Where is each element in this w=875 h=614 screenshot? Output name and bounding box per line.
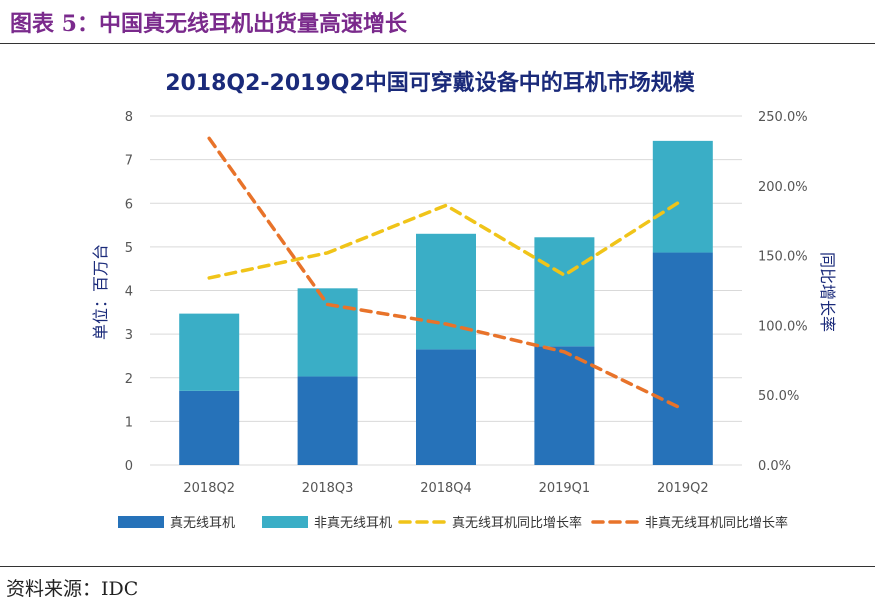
x-tick-label: 2018Q3	[302, 481, 354, 496]
right-tick-label: 100.0%	[758, 319, 808, 334]
right-tick-label: 150.0%	[758, 250, 808, 265]
left-axis-ticks: 0 1 2 3 4 5 6 7 8	[125, 110, 133, 474]
right-tick-label: 50.0%	[758, 389, 799, 404]
right-tick-label: 250.0%	[758, 110, 808, 125]
line-series	[207, 136, 685, 411]
bar	[297, 376, 358, 465]
left-tick-label: 5	[125, 241, 133, 256]
x-tick-label: 2019Q1	[539, 481, 591, 496]
left-tick-label: 0	[125, 459, 133, 474]
x-tick-label: 2019Q2	[657, 481, 709, 496]
left-tick-label: 8	[125, 110, 133, 125]
bar	[534, 346, 595, 465]
bar	[297, 288, 358, 377]
chart: 2018Q2-2019Q2中国可穿戴设备中的耳机市场规模 0 1 2 3 4 5 6 7 8 0…	[91, 70, 837, 531]
left-tick-label: 1	[125, 415, 133, 430]
bar	[534, 237, 595, 347]
bottom-rule	[0, 566, 875, 567]
x-tick-label: 2018Q2	[183, 481, 235, 496]
left-tick-label: 2	[125, 372, 133, 387]
left-tick-label: 3	[125, 328, 133, 343]
legend-label: 非真无线耳机	[314, 516, 392, 531]
bar	[416, 349, 476, 465]
left-tick-label: 7	[125, 154, 133, 169]
gridlines	[150, 115, 742, 466]
left-axis-label: 单位：百万台	[91, 244, 110, 340]
legend-swatch	[262, 516, 308, 528]
source-note: 资料来源：IDC	[6, 578, 139, 600]
legend-label: 真无线耳机同比增长率	[452, 515, 582, 531]
series-line	[207, 198, 685, 280]
bar	[652, 140, 713, 253]
figure-title: 图表 5：中国真无线耳机出货量高速增长	[10, 11, 407, 37]
bar	[179, 313, 240, 391]
chart-title: 2018Q2-2019Q2中国可穿戴设备中的耳机市场规模	[165, 70, 696, 96]
top-rule	[0, 43, 875, 44]
bar	[179, 390, 240, 465]
bar-series	[179, 140, 713, 465]
series-line	[207, 136, 685, 411]
x-axis-ticks: 2018Q2 2018Q3 2018Q4 2019Q1 2019Q2	[183, 481, 708, 496]
right-axis-ticks: 0.0% 50.0% 100.0% 150.0% 200.0% 250.0%	[758, 110, 808, 474]
left-tick-label: 4	[125, 285, 133, 300]
bar	[652, 252, 713, 465]
x-tick-label: 2018Q4	[420, 481, 472, 496]
legend: 真无线耳机 非真无线耳机 真无线耳机同比增长率 非真无线耳机同比增长率	[118, 515, 788, 531]
legend-label: 非真无线耳机同比增长率	[645, 515, 788, 531]
right-tick-label: 200.0%	[758, 180, 808, 195]
right-tick-label: 0.0%	[758, 459, 791, 474]
legend-swatch	[118, 516, 164, 528]
left-tick-label: 6	[125, 197, 133, 212]
right-axis-label: 同比增长率	[818, 252, 837, 332]
legend-label: 真无线耳机	[170, 516, 235, 531]
bar	[416, 233, 476, 350]
